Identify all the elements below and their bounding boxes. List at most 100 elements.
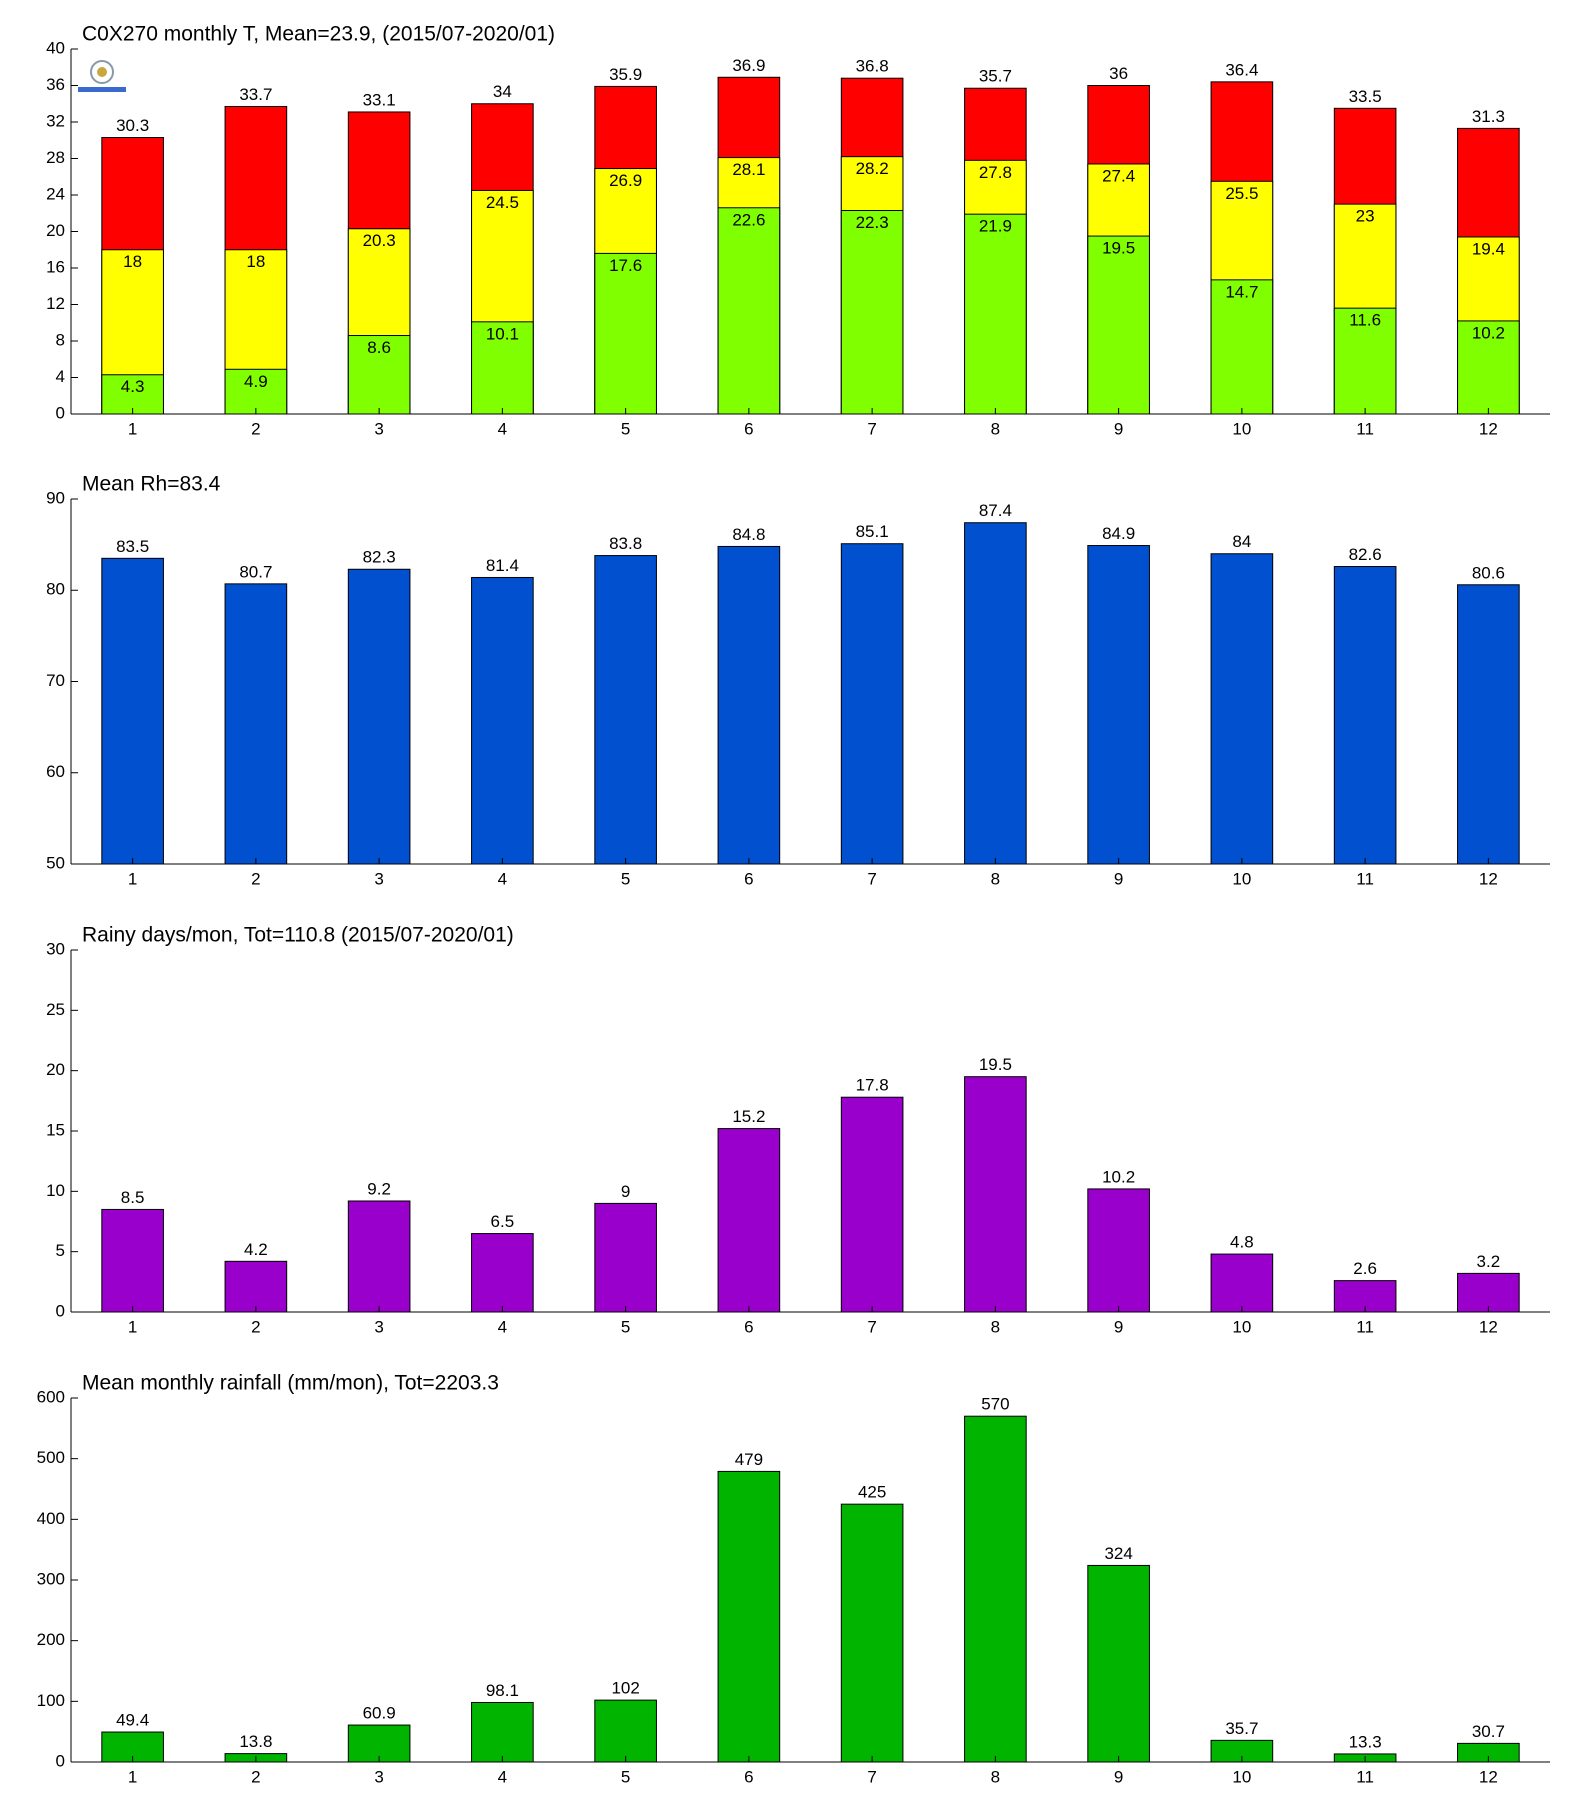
- y-tick-label: 8: [56, 330, 65, 349]
- value-label: 13.8: [239, 1732, 272, 1751]
- x-tick-label: 11: [1356, 1317, 1374, 1336]
- value-label: 570: [981, 1395, 1009, 1414]
- x-tick-label: 7: [867, 869, 876, 888]
- value-label: 3.2: [1477, 1252, 1501, 1271]
- y-tick-label: 0: [56, 1301, 65, 1320]
- x-tick-label: 5: [621, 419, 630, 438]
- value-label: 49.4: [116, 1711, 149, 1730]
- value-label: 18: [246, 252, 265, 271]
- value-label: 27.8: [979, 163, 1012, 182]
- value-label: 11.6: [1349, 311, 1381, 330]
- bar: [964, 1076, 1027, 1313]
- bar: [347, 1724, 411, 1763]
- value-label: 33.5: [1349, 87, 1382, 106]
- value-label: 13.3: [1349, 1732, 1382, 1751]
- bar: [347, 1200, 411, 1313]
- x-tick-label: 4: [498, 419, 507, 438]
- y-tick-label: 16: [46, 257, 65, 276]
- y-tick-label: 400: [37, 1509, 65, 1528]
- y-tick-label: 30: [46, 939, 65, 958]
- value-label: 36: [1109, 64, 1128, 83]
- x-tick-label: 8: [991, 1767, 1000, 1786]
- bar: [101, 557, 164, 865]
- bar: [224, 368, 288, 415]
- value-label: 28.1: [732, 160, 765, 179]
- x-tick-label: 8: [991, 869, 1000, 888]
- bar: [347, 568, 411, 865]
- value-label: 9: [621, 1182, 630, 1201]
- y-tick-label: 15: [46, 1120, 65, 1139]
- value-label: 4.8: [1230, 1233, 1254, 1252]
- value-label: 22.3: [856, 213, 889, 232]
- value-label: 35.7: [1225, 1719, 1258, 1738]
- bar: [101, 374, 164, 415]
- value-label: 36.9: [732, 56, 765, 75]
- x-tick-label: 9: [1114, 419, 1123, 438]
- value-label: 33.7: [239, 85, 272, 104]
- bar: [1333, 566, 1397, 865]
- bar: [964, 522, 1027, 865]
- value-label: 102: [611, 1679, 639, 1698]
- x-tick-label: 2: [251, 1767, 260, 1786]
- bar: [1210, 553, 1274, 865]
- x-tick-label: 5: [621, 1767, 630, 1786]
- x-tick-label: 6: [744, 1767, 753, 1786]
- bar: [1087, 235, 1150, 415]
- bar: [471, 1233, 534, 1313]
- y-tick-label: 5: [56, 1241, 65, 1260]
- value-label: 8.6: [367, 338, 391, 357]
- bar: [1457, 584, 1520, 865]
- value-label: 425: [858, 1483, 886, 1502]
- x-tick-label: 12: [1479, 1317, 1498, 1336]
- y-tick-label: 600: [37, 1387, 65, 1406]
- y-tick-label: 20: [46, 1060, 65, 1079]
- bar: [840, 543, 904, 865]
- chart-title: Mean monthly rainfall (mm/mon), Tot=2203…: [82, 1372, 499, 1395]
- bar: [1210, 1253, 1274, 1313]
- value-label: 20.3: [363, 231, 396, 250]
- bar: [594, 252, 657, 415]
- value-label: 21.9: [979, 217, 1012, 236]
- value-label: 98.1: [486, 1681, 519, 1700]
- value-label: 27.4: [1102, 166, 1135, 185]
- y-tick-label: 4: [56, 367, 65, 386]
- x-tick-label: 2: [251, 419, 260, 438]
- x-tick-label: 12: [1479, 869, 1498, 888]
- bar: [840, 1503, 904, 1763]
- y-tick-label: 300: [37, 1569, 65, 1588]
- x-tick-label: 3: [374, 1317, 383, 1336]
- value-label: 80.7: [239, 562, 272, 581]
- value-label: 83.5: [116, 537, 149, 556]
- value-label: 28.2: [856, 159, 889, 178]
- value-label: 10.1: [486, 324, 519, 343]
- bar: [840, 1096, 904, 1313]
- bar: [471, 1701, 534, 1763]
- value-label: 87.4: [979, 501, 1012, 520]
- x-tick-label: 3: [374, 869, 383, 888]
- bar: [594, 1699, 657, 1763]
- bar: [224, 1260, 288, 1313]
- x-tick-label: 7: [867, 419, 876, 438]
- value-label: 23: [1356, 207, 1375, 226]
- x-tick-label: 1: [128, 419, 137, 438]
- x-tick-label: 9: [1114, 869, 1123, 888]
- x-tick-label: 10: [1232, 1317, 1251, 1336]
- value-label: 9.2: [367, 1179, 391, 1198]
- value-label: 83.8: [609, 534, 642, 553]
- y-tick-label: 0: [56, 1751, 65, 1770]
- value-label: 18: [123, 252, 142, 271]
- value-label: 85.1: [856, 522, 889, 541]
- x-tick-label: 8: [991, 1317, 1000, 1336]
- bar: [717, 207, 781, 415]
- value-label: 30.7: [1472, 1722, 1505, 1741]
- value-label: 84.9: [1102, 524, 1135, 543]
- value-label: 36.4: [1225, 60, 1258, 79]
- bar: [224, 583, 288, 865]
- y-tick-label: 36: [46, 75, 65, 94]
- value-label: 82.3: [363, 548, 396, 567]
- y-tick-label: 0: [56, 403, 65, 422]
- y-tick-label: 500: [37, 1448, 65, 1467]
- bar: [964, 213, 1027, 415]
- bar: [717, 1470, 781, 1763]
